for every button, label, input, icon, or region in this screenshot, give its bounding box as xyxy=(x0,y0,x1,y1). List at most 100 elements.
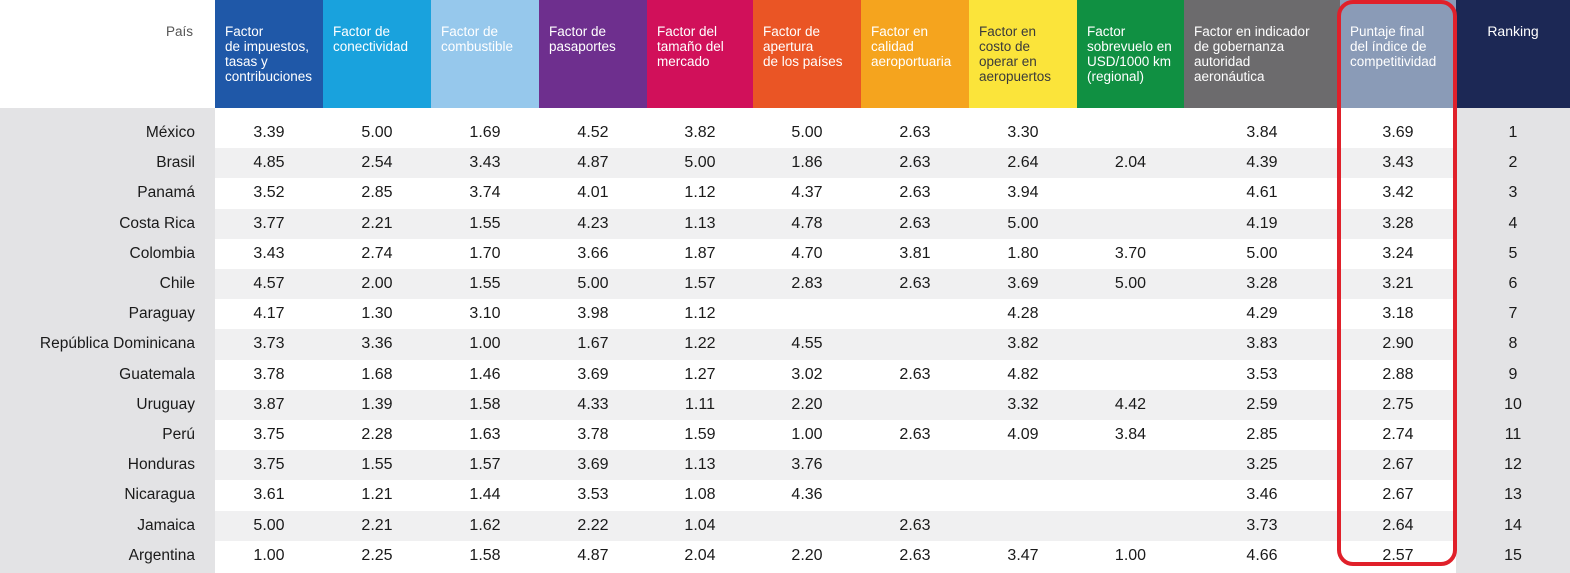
cell-apertura xyxy=(753,299,861,329)
cell-mercado: 5.00 xyxy=(684,154,716,172)
cell-ranking: 13 xyxy=(1504,486,1522,504)
cell-pasaportes: 4.01 xyxy=(577,184,609,202)
cell-impuestos: 3.39 xyxy=(253,124,285,142)
row-stripe xyxy=(215,450,1456,481)
table-row: Honduras 3.75 1.55 1.57 3.69 1.13 3.76 3.25 2.67… xyxy=(0,450,1570,481)
cell-costo xyxy=(969,511,1077,541)
cell-pasaportes: 4.52 xyxy=(577,124,609,142)
cell-conectividad: 2.21 xyxy=(361,516,393,534)
row-stripe xyxy=(215,420,1456,451)
cell-impuestos: 4.17 xyxy=(253,305,285,323)
header-gobernanza: Factor en indicador de gobernanza autori… xyxy=(1184,0,1340,108)
cell-conectividad: 2.85 xyxy=(361,184,393,202)
header-pasaportes: Factor de pasaportes xyxy=(539,0,647,108)
cell-calidad: 2.63 xyxy=(899,426,931,444)
cell-puntaje: 2.74 xyxy=(1382,426,1414,444)
header-conectividad: Factor de conectividad xyxy=(323,0,431,108)
row-stripe xyxy=(215,178,1456,209)
cell-mercado: 1.08 xyxy=(684,486,716,504)
cell-impuestos: 3.78 xyxy=(253,365,285,383)
cell-conectividad: 2.00 xyxy=(361,275,393,293)
country-name: México xyxy=(145,124,195,142)
cell-gobernanza: 3.25 xyxy=(1246,456,1278,474)
cell-pasaportes: 3.69 xyxy=(577,456,609,474)
cell-mercado: 1.22 xyxy=(684,335,716,353)
cell-mercado: 1.12 xyxy=(684,184,716,202)
header-puntaje: Puntaje final del índice de competitivid… xyxy=(1340,0,1456,108)
cell-combustible: 1.55 xyxy=(469,275,501,293)
cell-apertura: 4.55 xyxy=(791,335,823,353)
cell-puntaje: 3.28 xyxy=(1382,214,1414,232)
cell-puntaje: 3.69 xyxy=(1382,124,1414,142)
cell-gobernanza: 3.46 xyxy=(1246,486,1278,504)
cell-sobrevuelo xyxy=(1077,329,1184,359)
table-row: Panamá 3.52 2.85 3.74 4.01 1.12 4.37 2.63 3.94 4.… xyxy=(0,178,1570,209)
cell-costo xyxy=(969,480,1077,510)
country-name: Uruguay xyxy=(136,395,195,413)
cell-conectividad: 2.74 xyxy=(361,244,393,262)
cell-pasaportes: 4.23 xyxy=(577,214,609,232)
cell-impuestos: 3.77 xyxy=(253,214,285,232)
cell-ranking: 11 xyxy=(1504,426,1522,444)
row-stripe xyxy=(215,329,1456,360)
header-apertura: Factor de apertura de los países xyxy=(753,0,861,108)
cell-conectividad: 1.39 xyxy=(361,395,393,413)
cell-sobrevuelo xyxy=(1077,178,1184,208)
cell-impuestos: 4.85 xyxy=(253,154,285,172)
cell-sobrevuelo xyxy=(1077,480,1184,510)
country-name: Guatemala xyxy=(119,365,195,383)
cell-apertura: 4.37 xyxy=(791,184,823,202)
cell-combustible: 1.57 xyxy=(469,456,501,474)
cell-pasaportes: 4.87 xyxy=(577,546,609,564)
country-name: Jamaica xyxy=(137,516,195,534)
row-stripe xyxy=(215,148,1456,179)
cell-apertura: 2.83 xyxy=(791,275,823,293)
cell-ranking: 8 xyxy=(1508,335,1518,353)
header-sobrevuelo: Factor sobrevuelo en USD/1000 km (region… xyxy=(1077,0,1184,108)
cell-gobernanza: 4.61 xyxy=(1246,184,1278,202)
cell-sobrevuelo xyxy=(1077,299,1184,329)
cell-puntaje: 2.57 xyxy=(1382,546,1414,564)
cell-costo: 4.09 xyxy=(1007,426,1039,444)
cell-gobernanza: 3.83 xyxy=(1246,335,1278,353)
cell-impuestos: 3.75 xyxy=(253,426,285,444)
header-ranking: Ranking xyxy=(1456,0,1570,108)
cell-calidad: 2.63 xyxy=(899,546,931,564)
country-name: Paraguay xyxy=(128,305,195,323)
row-stripe xyxy=(215,540,1456,571)
cell-puntaje: 2.90 xyxy=(1382,335,1414,353)
cell-calidad xyxy=(861,450,969,480)
cell-puntaje: 3.43 xyxy=(1382,154,1414,172)
cell-apertura: 4.70 xyxy=(791,244,823,262)
cell-apertura: 2.20 xyxy=(791,395,823,413)
cell-mercado: 1.57 xyxy=(684,275,716,293)
cell-combustible: 1.70 xyxy=(469,244,501,262)
cell-ranking: 2 xyxy=(1508,154,1518,172)
cell-sobrevuelo xyxy=(1077,450,1184,480)
country-name: Perú xyxy=(162,426,195,444)
country-name: Chile xyxy=(159,275,195,293)
cell-calidad: 2.63 xyxy=(899,214,931,232)
cell-gobernanza: 3.28 xyxy=(1246,275,1278,293)
cell-ranking: 6 xyxy=(1508,275,1518,293)
cell-ranking: 10 xyxy=(1504,395,1522,413)
cell-ranking: 3 xyxy=(1508,184,1518,202)
cell-puntaje: 3.18 xyxy=(1382,305,1414,323)
cell-calidad: 2.63 xyxy=(899,154,931,172)
row-stripe xyxy=(215,389,1456,420)
cell-costo: 1.80 xyxy=(1007,244,1039,262)
cell-sobrevuelo: 5.00 xyxy=(1114,275,1147,293)
cell-gobernanza: 2.85 xyxy=(1246,426,1278,444)
cell-combustible: 1.46 xyxy=(469,365,501,383)
cell-pasaportes: 4.33 xyxy=(577,395,609,413)
cell-gobernanza: 4.39 xyxy=(1246,154,1278,172)
table-header-row: País Factor de impuestos, tasas y contrib… xyxy=(0,0,1570,108)
table-row: Argentina 1.00 2.25 1.58 4.87 2.04 2.20 2.63 3.4… xyxy=(0,540,1570,571)
row-stripe xyxy=(215,269,1456,300)
cell-calidad: 2.63 xyxy=(899,275,931,293)
cell-gobernanza: 3.84 xyxy=(1246,124,1278,142)
cell-combustible: 1.58 xyxy=(469,395,501,413)
cell-gobernanza: 4.19 xyxy=(1246,214,1278,232)
cell-gobernanza: 4.29 xyxy=(1246,305,1278,323)
